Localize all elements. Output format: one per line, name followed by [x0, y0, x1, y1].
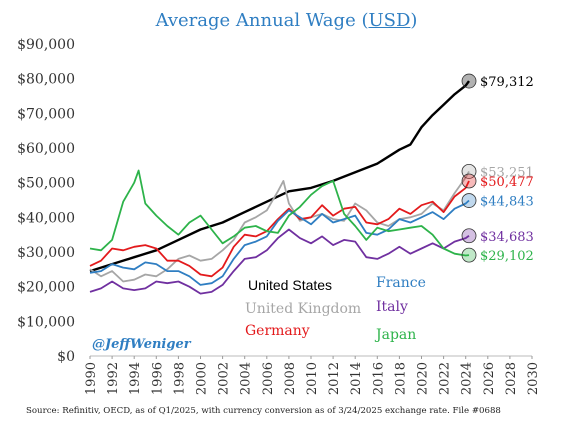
x-tick-label: 2030 [526, 362, 541, 395]
title-unit: USD [368, 10, 411, 31]
end-point-marker [461, 73, 477, 89]
end-point-marker [461, 247, 477, 263]
y-tick-label: $40,000 [17, 210, 75, 226]
legend-entry: Italy [376, 299, 408, 315]
chart-title: Average Annual Wage (USD) [0, 10, 573, 31]
x-tick-label: 2016 [371, 362, 386, 395]
legend-entry: United Kingdom [245, 301, 361, 317]
end-value-label: $44,843 [480, 195, 534, 210]
x-tick-label: 1996 [150, 362, 165, 395]
y-tick-label: $60,000 [17, 141, 75, 157]
x-tick-label: 2010 [305, 362, 320, 395]
y-tick-label: $10,000 [17, 314, 75, 330]
x-tick-label: 1990 [84, 362, 99, 395]
end-value-label: $79,312 [480, 75, 534, 90]
y-tick-label: $50,000 [17, 176, 75, 192]
y-tick-label: $0 [57, 349, 75, 365]
title-text: Average Annual Wage ( [155, 10, 369, 31]
legend-entry: France [376, 275, 426, 291]
x-tick-label: 2000 [195, 362, 210, 395]
x-tick-label: 2024 [460, 362, 475, 395]
legend-entry: Japan [374, 327, 416, 343]
end-point-marker [461, 173, 477, 189]
end-value-label: $34,683 [480, 230, 534, 245]
x-tick-label: 2028 [504, 362, 519, 395]
end-value-label: $50,477 [480, 175, 534, 190]
end-value-label: $53,251 [480, 165, 534, 180]
y-tick-label: $70,000 [17, 106, 75, 122]
x-tick-label: 2014 [349, 362, 364, 395]
legend-entry: United States [248, 277, 332, 293]
end-point-marker [461, 228, 477, 244]
source-note: Source: Refinitiv, OECD, as of Q1/2025, … [26, 406, 501, 416]
x-tick-label: 2008 [283, 362, 298, 395]
x-tick-label: 1994 [128, 362, 143, 395]
y-tick-label: $80,000 [17, 72, 75, 88]
y-tick-label: $20,000 [17, 280, 75, 296]
series-line [89, 80, 470, 273]
series-line [89, 170, 470, 283]
y-tick-label: $30,000 [17, 245, 75, 261]
x-tick-label: 2006 [261, 362, 276, 395]
title-close: ) [410, 10, 418, 31]
x-tick-label: 2002 [217, 362, 232, 395]
x-tick-label: 2018 [393, 362, 408, 395]
y-tick-label: $90,000 [17, 37, 75, 53]
watermark-handle: @JeffWeniger [92, 337, 192, 352]
end-value-label: $29,102 [480, 249, 534, 264]
x-tick-label: 1992 [106, 362, 121, 395]
x-tick-label: 2022 [438, 362, 453, 395]
series-line [89, 180, 470, 278]
x-tick-label: 2020 [416, 362, 431, 395]
x-tick-label: 1998 [172, 362, 187, 395]
x-tick-label: 2026 [482, 362, 497, 395]
series-line [89, 169, 470, 257]
x-tick-label: 2004 [239, 362, 254, 395]
x-tick-label: 2012 [327, 362, 342, 395]
end-point-marker [461, 193, 477, 208]
series-line [89, 199, 470, 286]
series-line [89, 228, 470, 295]
legend-entry: Germany [245, 323, 310, 339]
